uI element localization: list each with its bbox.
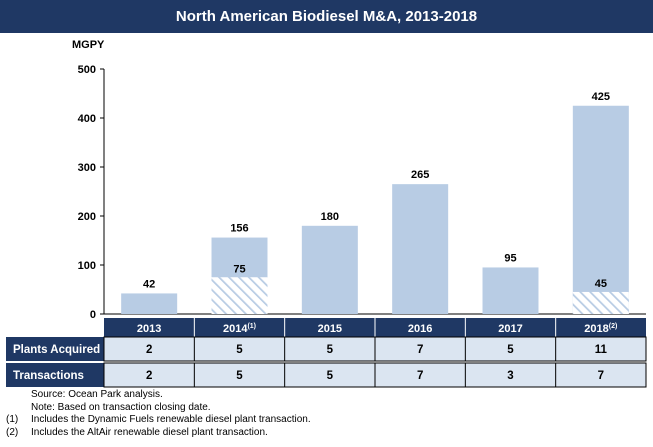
y-tick-label: 300 — [78, 162, 96, 174]
bar — [572, 105, 629, 314]
bar — [392, 184, 449, 314]
x-tick-label: 2015 — [318, 323, 342, 335]
footnotes: Source: Ocean Park analysis. Note: Based… — [6, 389, 311, 439]
row-label-cell — [6, 363, 104, 387]
x-tick-superscript: (1) — [247, 323, 256, 330]
table-cell-value: 5 — [327, 370, 334, 382]
footnote-2: (2) Includes the AltAir renewable diesel … — [6, 427, 311, 440]
table-cell-value: 5 — [327, 344, 334, 356]
x-tick-label: 2017 — [498, 323, 522, 335]
footnote-text: Includes the AltAir renewable diesel pla… — [31, 426, 268, 438]
bar-value-label: 180 — [321, 211, 339, 223]
row-label: Plants Acquired — [13, 344, 100, 356]
row-label-cell — [6, 337, 104, 361]
table-cell-value: 7 — [598, 370, 604, 382]
table-cell-value: 5 — [236, 370, 243, 382]
renewable-diesel-label: 45 — [595, 278, 607, 290]
bar — [301, 225, 358, 314]
table-cell-value: 11 — [595, 344, 608, 356]
x-tick-label: 2013 — [137, 323, 161, 335]
table-cell-value: 3 — [507, 370, 513, 382]
renewable-diesel-segment — [211, 277, 268, 314]
table-cell-value: 7 — [417, 344, 423, 356]
y-tick-label: 400 — [78, 113, 96, 125]
bar — [121, 293, 178, 314]
bar — [482, 267, 539, 314]
y-tick-label: 200 — [78, 211, 96, 223]
row-label: Transactions — [13, 370, 84, 382]
footnote-text: Includes the Dynamic Fuels renewable die… — [31, 414, 311, 426]
renewable-diesel-label: 75 — [233, 263, 245, 275]
bar-value-label: 156 — [230, 223, 248, 235]
footnote-text: Source: Ocean Park analysis. — [31, 389, 163, 400]
y-tick-label: 100 — [78, 260, 96, 272]
footnote-marker: (1) — [6, 414, 19, 426]
bar-value-label: 95 — [504, 252, 516, 264]
bar-value-label: 425 — [592, 91, 610, 103]
footnote-text: Note: Based on transaction closing date. — [31, 401, 211, 413]
x-tick-superscript: (2) — [609, 323, 618, 330]
y-tick-label: 500 — [78, 64, 96, 76]
bar-group: 42 75 156 180 265 95 45 425 — [121, 91, 629, 314]
y-tick-label: 0 — [90, 309, 96, 321]
table-cell-value: 5 — [236, 344, 243, 356]
bar-value-label: 42 — [143, 278, 155, 290]
footnote-note: Note: Based on transaction closing date. — [6, 402, 311, 415]
chart-axes: 0 100 200 300 400 500 — [78, 64, 646, 321]
table-cell-value: 2 — [146, 370, 152, 382]
table-cell-value: 2 — [146, 344, 152, 356]
footnote-source: Source: Ocean Park analysis. — [6, 389, 311, 402]
footnote-marker: (2) — [6, 426, 19, 438]
data-table: 2013 2014(1) 2015 2016 2017 2018(2)Plants Acq… — [6, 318, 647, 388]
table-cell-value: 7 — [417, 370, 423, 382]
renewable-diesel-segment — [572, 291, 629, 314]
table-cell-value: 5 — [507, 344, 514, 356]
bar-value-label: 265 — [411, 169, 429, 181]
x-tick-label: 2016 — [408, 323, 432, 335]
footnote-1: (1) Includes the Dynamic Fuels renewable … — [6, 414, 311, 427]
chart-title: North American Biodiesel M&A, 2013-2018 — [0, 0, 653, 33]
y-axis-unit-label: MGPY — [72, 39, 105, 51]
